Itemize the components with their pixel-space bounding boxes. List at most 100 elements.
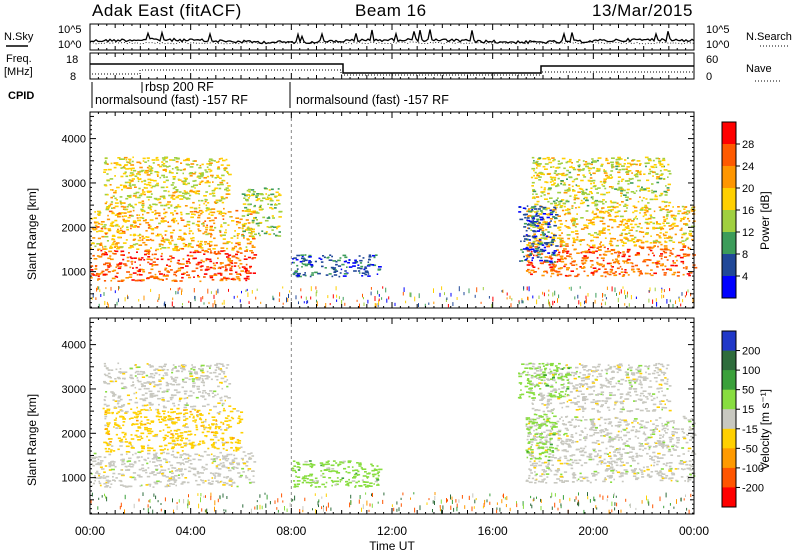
heatmap-cell [572,217,575,220]
heatmap-cell [149,383,152,385]
heatmap-cell [528,248,532,251]
heatmap-cell [532,295,534,299]
heatmap-cell [344,302,346,306]
heatmap-cell [352,262,356,264]
heatmap-cell [631,269,635,271]
heatmap-cell [518,211,522,213]
heatmap-cell [570,270,574,272]
heatmap-cell [210,378,213,381]
heatmap-cell [142,241,146,244]
heatmap-cell [238,273,241,275]
heatmap-cell [304,475,308,477]
heatmap-cell [138,194,143,197]
heatmap-cell [113,253,117,255]
heatmap-cell [107,228,111,230]
heatmap-cell [166,166,169,168]
heatmap-cell [214,364,218,366]
heatmap-cell [531,215,535,218]
heatmap-cell [166,484,170,487]
heatmap-cell [293,486,297,488]
heatmap-cell [665,205,668,207]
heatmap-cell [245,465,249,467]
heatmap-cell [213,442,215,444]
heatmap-cell [225,367,228,369]
heatmap-cell [134,279,139,282]
heatmap-cell [206,163,210,165]
heatmap-cell [668,225,672,227]
heatmap-cell [206,454,211,456]
heatmap-cell [126,226,129,229]
heatmap-cell [621,222,623,224]
heatmap-cell [681,248,684,251]
heatmap-cell [639,209,644,211]
heatmap-cell [528,286,530,292]
heatmap-cell [122,225,124,227]
heatmap-cell [570,219,573,221]
heatmap-cell [647,223,651,225]
frequency-panel: Freq. [MHz] 18 8 60 0 Nave [4,52,780,83]
heatmap-cell [664,194,668,196]
heatmap-cell [141,279,145,281]
heatmap-cell [250,233,253,235]
heatmap-cell [649,170,653,173]
heatmap-cell [203,302,205,305]
heatmap-cell [200,269,203,271]
heatmap-cell [136,366,141,368]
heatmap-cell [540,191,543,193]
heatmap-cell [137,171,141,173]
heatmap-cell [226,424,230,426]
heatmap-cell [347,461,351,464]
heatmap-cell [649,273,651,275]
heatmap-cell [294,485,296,487]
heatmap-cell [137,279,140,282]
heatmap-cell [590,180,593,182]
heatmap-cell [141,200,145,202]
heatmap-cell [354,261,359,263]
heatmap-cell [173,476,175,479]
heatmap-cell [575,268,578,270]
heatmap-cell [534,171,537,174]
heatmap-cell [372,475,375,478]
heatmap-cell [316,299,317,303]
heatmap-cell [371,465,374,467]
heatmap-cell [173,194,176,197]
heatmap-cell [91,463,94,465]
heatmap-cell [678,241,682,244]
heatmap-cell [331,275,334,278]
heatmap-cell [215,201,219,204]
heatmap-cell [662,208,665,210]
heatmap-cell [251,246,256,248]
heatmap-cell [587,179,591,182]
heatmap-cell [584,419,588,421]
heatmap-cell [580,179,584,182]
heatmap-cell [197,190,201,192]
heatmap-cell [660,192,664,195]
heatmap-cell [533,240,536,243]
heatmap-cell [221,302,223,305]
heatmap-cell [126,469,130,471]
heatmap-cell [186,220,191,223]
heatmap-cell [124,441,129,443]
heatmap-cell [194,171,197,174]
heatmap-cell [111,445,114,447]
heatmap-cell [128,158,132,161]
heatmap-cell [91,242,95,245]
heatmap-cell [658,177,663,180]
heatmap-cell [122,485,127,487]
heatmap-cell [129,476,132,478]
heatmap-cell [531,248,535,251]
heatmap-cell [109,184,112,186]
heatmap-cell [531,167,536,170]
heatmap-cell [223,207,225,210]
heatmap-cell [227,172,229,174]
heatmap-cell [608,462,613,465]
heatmap-cell [192,232,194,235]
heatmap-cell [237,472,241,474]
heatmap-cell [574,275,578,278]
heatmap-cell [561,241,566,243]
heatmap-cell [189,251,192,254]
heatmap-cell [664,241,668,243]
heatmap-cell [370,291,372,296]
heatmap-cell [101,235,105,238]
